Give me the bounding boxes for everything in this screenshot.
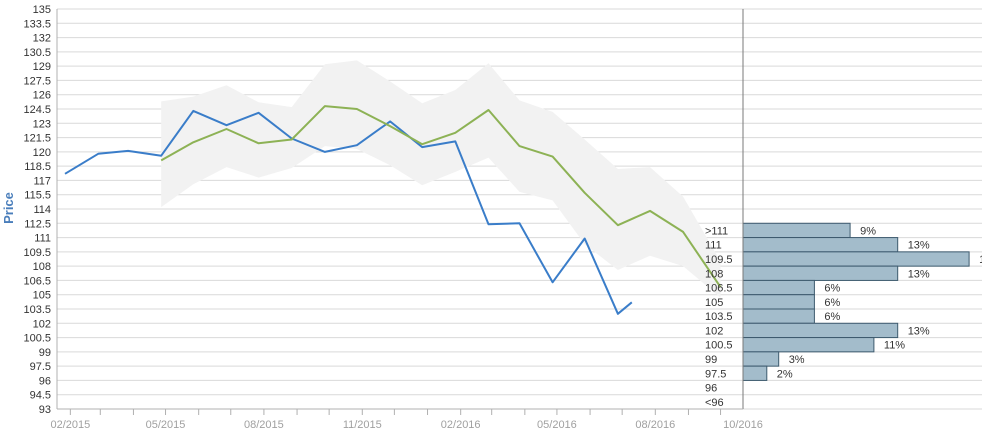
y-tick-label: 103.5: [23, 304, 51, 316]
y-tick-label: 108: [33, 261, 51, 273]
y-axis-label: Price: [1, 192, 16, 224]
distribution-percent: 11%: [884, 340, 905, 352]
forecast-band: [161, 60, 721, 298]
y-tick-label: 117: [33, 175, 51, 187]
distribution-bin-label: 102: [705, 325, 723, 337]
distribution-bin-label: <96: [705, 397, 724, 409]
y-tick-label: 112.5: [24, 218, 51, 230]
confidence-band: [161, 60, 721, 298]
y-tick-label: 130.5: [23, 47, 51, 59]
y-tick-label: 114: [33, 204, 51, 216]
y-tick-label: 94.5: [30, 390, 51, 402]
distribution-bin-label: 100.5: [705, 340, 733, 352]
distribution-bin-label: >111: [705, 225, 728, 237]
y-tick-label: 115.5: [24, 190, 51, 202]
y-tick-label: 111: [34, 233, 51, 245]
y-tick-label: 106.5: [23, 275, 51, 287]
y-tick-label: 123: [33, 118, 51, 130]
series-lines: [64, 105, 722, 315]
distribution-percent: 13%: [908, 240, 930, 252]
distribution-bin-label: 105: [705, 297, 723, 309]
x-tick-label: 08/2015: [244, 419, 284, 431]
distribution-percent: 13%: [908, 268, 930, 280]
distribution-bin-label: 109.5: [705, 254, 733, 266]
distribution-histogram: 9% >111 13% 111 19% 109.5 13% 108 6% 106.5 6% 105 6%…: [705, 222, 982, 409]
x-tick-label: 02/2015: [50, 419, 90, 431]
x-tick-label: 11/2015: [343, 419, 382, 431]
distribution-bar: [742, 308, 815, 324]
distribution-bin-label: 103.5: [705, 311, 733, 323]
distribution-bar: [742, 222, 851, 239]
x-tick-label: 08/2016: [635, 419, 675, 431]
distribution-bar: [742, 322, 899, 339]
y-tick-label: 109.5: [23, 247, 51, 259]
distribution-bin-label: 111: [705, 240, 722, 252]
y-tick-label: 121.5: [23, 133, 51, 145]
axes: [56, 9, 744, 410]
distribution-bar: [742, 337, 875, 353]
distribution-bar: [742, 294, 815, 310]
series-line-2: [160, 105, 722, 288]
distribution-percent: 2%: [777, 368, 793, 380]
y-tick-label: 124.5: [23, 104, 51, 116]
distribution-bin-label: 96: [705, 383, 717, 395]
distribution-bin-label: 97.5: [705, 368, 726, 380]
x-tick-label: 10/2016: [723, 419, 763, 431]
x-axis-ticks: 02/2015 05/2015 08/2015 11/2015 02/2016 05/20…: [50, 409, 763, 431]
y-tick-label: 97.5: [30, 361, 51, 373]
distribution-bin-label: 99: [705, 354, 717, 366]
distribution-percent: 3%: [789, 354, 805, 366]
distribution-bar: [742, 351, 780, 367]
y-tick-label: 126: [33, 90, 51, 102]
y-tick-label: 118.5: [24, 161, 51, 173]
distribution-bar: [742, 251, 970, 267]
x-tick-label: 02/2016: [441, 419, 481, 431]
distribution-percent: 13%: [908, 325, 930, 337]
y-tick-label: 102: [33, 318, 51, 330]
distribution-bar: [742, 265, 899, 281]
x-tick-label: 05/2016: [537, 419, 577, 431]
distribution-percent: 6%: [824, 297, 840, 309]
distribution-percent: 19%: [979, 254, 982, 266]
distribution-percent: 6%: [824, 311, 840, 323]
y-tick-label: 99: [39, 347, 51, 359]
y-tick-label: 129: [33, 61, 51, 73]
y-tick-label: 132: [33, 33, 51, 45]
y-tick-label: 135: [33, 4, 51, 16]
series-line-1: [64, 109, 633, 315]
distribution-bin-label: 108: [705, 268, 723, 280]
y-tick-label: 127.5: [23, 75, 51, 87]
y-tick-label: 133.5: [23, 18, 51, 30]
distribution-bar: [742, 279, 815, 296]
y-tick-label: 105: [33, 290, 51, 302]
distribution-bin-label: 106.5: [705, 283, 733, 295]
distribution-bar: [742, 365, 768, 381]
y-tick-label: 100.5: [23, 333, 51, 345]
y-tick-label: 93: [39, 404, 51, 416]
y-axis-ticks: 93 94.5 96 97.5 99 100.5 102 103.5 105 106.5 108 10…: [23, 4, 51, 416]
distribution-bar: [742, 237, 899, 253]
x-tick-label: 05/2015: [146, 419, 186, 431]
y-tick-label: 120: [33, 147, 51, 159]
y-tick-label: 96: [39, 375, 51, 387]
distribution-percent: 6%: [824, 283, 840, 295]
distribution-percent: 9%: [860, 225, 876, 237]
